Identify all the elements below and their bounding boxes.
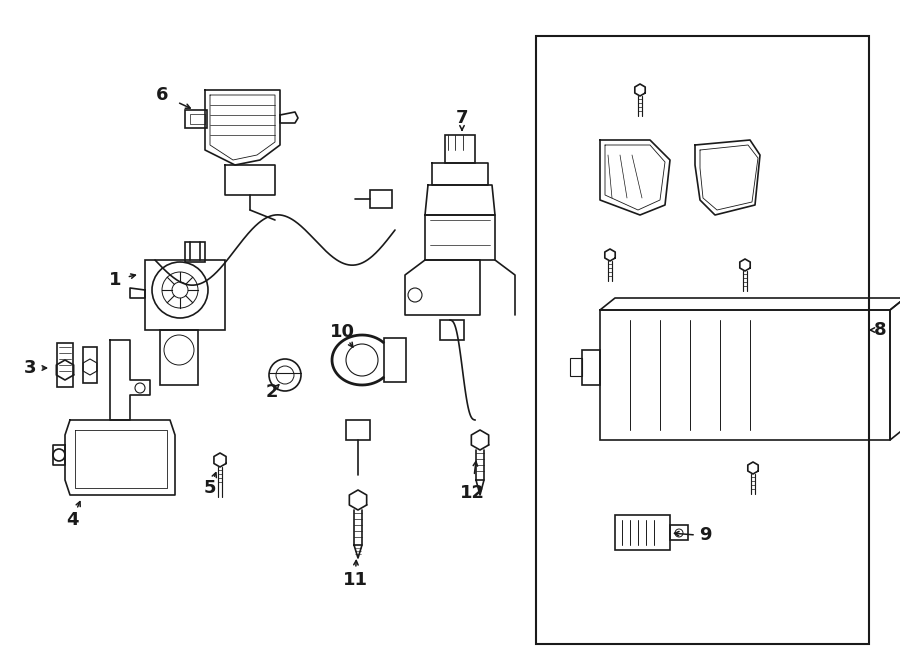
Bar: [384, 338, 406, 382]
Text: 3: 3: [23, 359, 36, 377]
Bar: [190, 114, 205, 124]
Bar: [582, 350, 600, 385]
Text: 9: 9: [698, 526, 711, 544]
Text: 6: 6: [156, 86, 168, 104]
Text: 7: 7: [455, 109, 468, 127]
Text: 1: 1: [109, 271, 122, 289]
Bar: [185, 110, 207, 128]
Text: 8: 8: [874, 321, 886, 339]
Text: 12: 12: [460, 484, 484, 502]
Bar: [536, 36, 868, 644]
Bar: [145, 260, 225, 330]
Text: 2: 2: [266, 383, 278, 401]
Bar: [440, 320, 464, 340]
Bar: [83, 347, 97, 383]
Bar: [570, 358, 582, 376]
Bar: [346, 420, 370, 440]
Bar: [600, 310, 890, 440]
Text: 4: 4: [66, 511, 78, 529]
Bar: [615, 515, 670, 550]
Bar: [57, 343, 73, 387]
Bar: [670, 525, 688, 540]
Text: 5: 5: [203, 479, 216, 497]
Bar: [445, 135, 475, 163]
Bar: [370, 190, 392, 208]
Text: 11: 11: [343, 571, 367, 589]
Text: 10: 10: [329, 323, 355, 341]
Bar: [160, 330, 198, 385]
Bar: [185, 242, 205, 262]
